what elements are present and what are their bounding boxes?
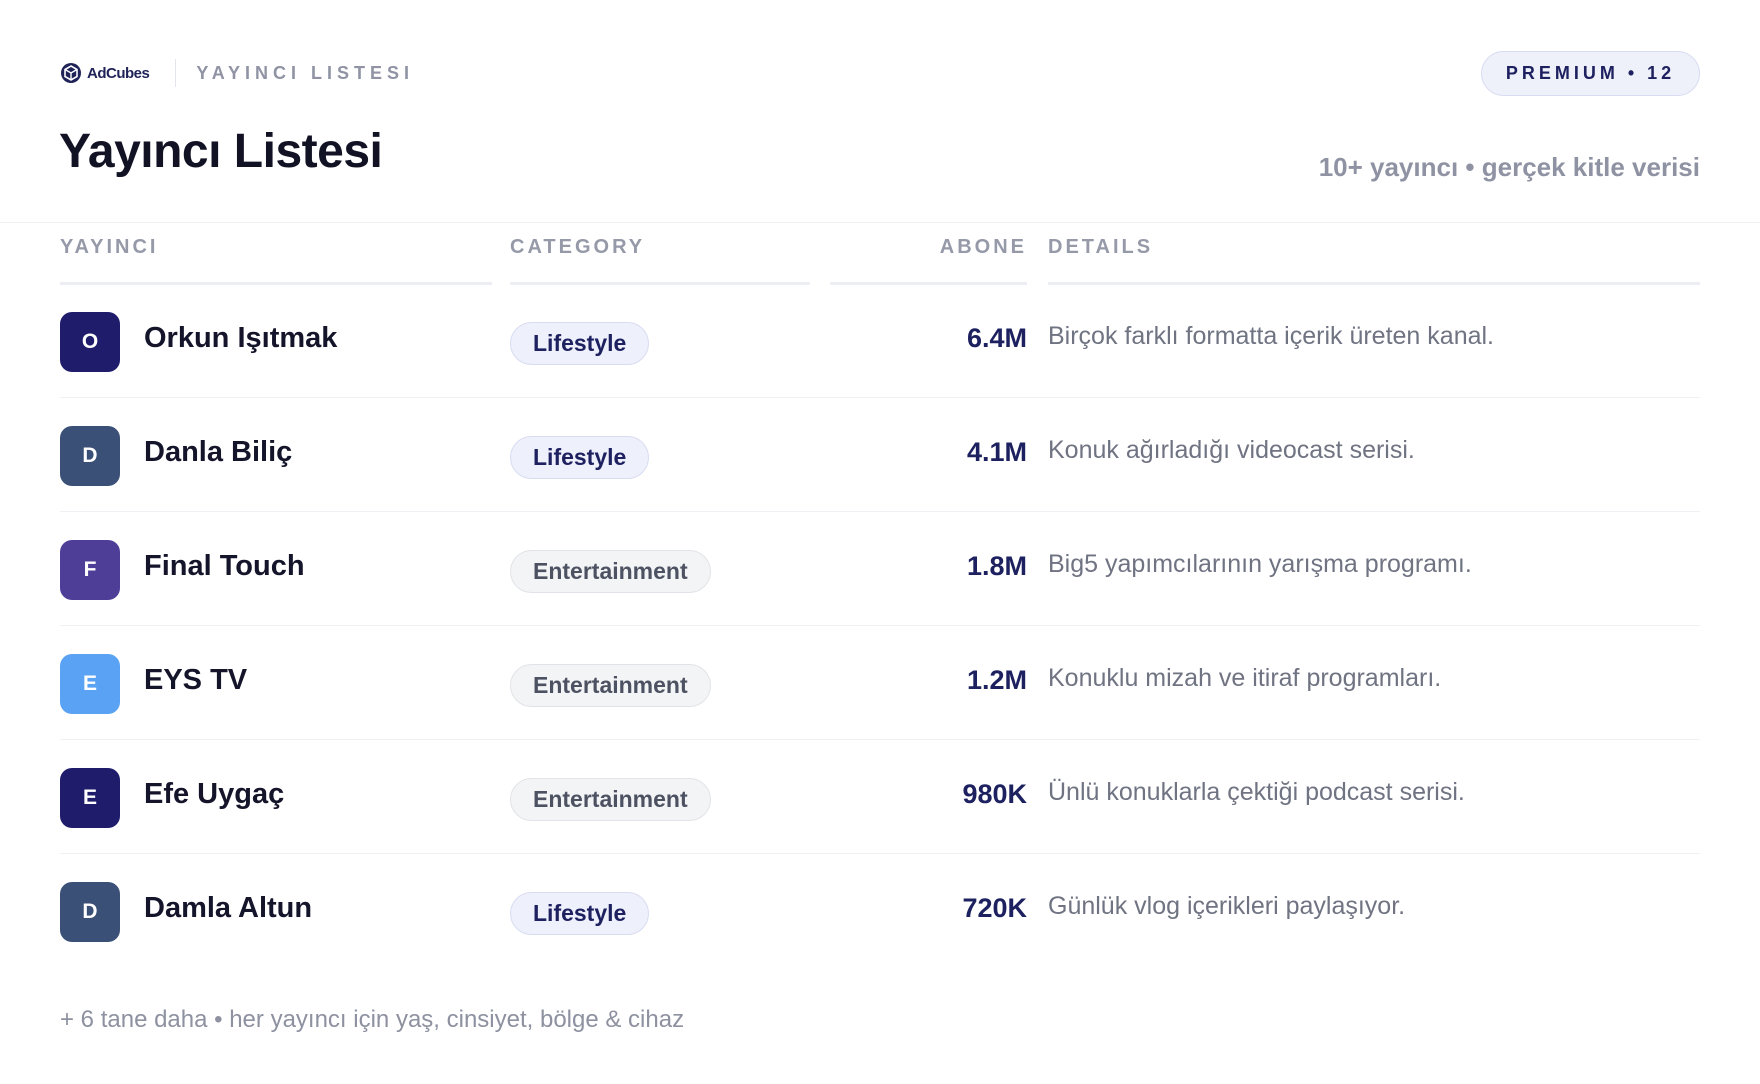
logo-text: AdCubes bbox=[87, 64, 150, 82]
publisher-name[interactable]: Efe Uygaç bbox=[144, 778, 285, 810]
publisher-name[interactable]: Damla Altun bbox=[144, 892, 313, 924]
publisher-details: Günlük vlog içerikleri paylaşıyor. bbox=[1048, 892, 1406, 920]
subscriber-count: 4.1M bbox=[966, 437, 1027, 467]
avatar: O bbox=[60, 312, 120, 372]
column-underline bbox=[1048, 282, 1700, 285]
category-badge: Entertainment bbox=[510, 778, 711, 821]
publisher-table: O Orkun Işıtmak Lifestyle 6.4M Birçok fa… bbox=[60, 284, 1700, 968]
table-row[interactable]: D Danla Biliç Lifestyle 4.1M Konuk ağırl… bbox=[60, 398, 1700, 512]
column-header-publisher[interactable]: YAYINCI bbox=[60, 236, 159, 258]
publisher-details: Ünlü konuklarla çektiği podcast serisi. bbox=[1048, 778, 1465, 806]
avatar: E bbox=[60, 768, 120, 828]
publisher-details: Konuklu mizah ve itiraf programları. bbox=[1048, 664, 1442, 692]
column-underline bbox=[60, 282, 492, 285]
table-row[interactable]: O Orkun Işıtmak Lifestyle 6.4M Birçok fa… bbox=[60, 284, 1700, 398]
subscriber-count: 6.4M bbox=[966, 323, 1027, 353]
brand-divider bbox=[175, 59, 177, 87]
category-badge: Entertainment bbox=[510, 664, 711, 707]
column-header-subscribers[interactable]: ABONE bbox=[939, 236, 1027, 258]
table-row[interactable]: E Efe Uygaç Entertainment 980K Ünlü konu… bbox=[60, 740, 1700, 854]
table-row[interactable]: D Damla Altun Lifestyle 720K Günlük vlog… bbox=[60, 854, 1700, 968]
table-header: YAYINCI CATEGORY ABONE DETAILS bbox=[60, 224, 1700, 285]
subscriber-count: 1.8M bbox=[966, 551, 1027, 581]
column-underline bbox=[830, 282, 1027, 285]
avatar: F bbox=[60, 540, 120, 600]
avatar: D bbox=[60, 882, 120, 942]
cube-logo-icon bbox=[61, 63, 81, 83]
table-row[interactable]: F Final Touch Entertainment 1.8M Big5 ya… bbox=[60, 512, 1700, 626]
publisher-details: Birçok farklı formatta içerik üreten kan… bbox=[1048, 322, 1494, 350]
category-badge: Lifestyle bbox=[510, 436, 650, 479]
subscriber-count: 980K bbox=[962, 779, 1027, 809]
logo[interactable]: AdCubes bbox=[60, 62, 150, 84]
publisher-name[interactable]: Final Touch bbox=[144, 550, 305, 582]
page-title: Yayıncı Listesi bbox=[59, 125, 383, 178]
category-badge: Entertainment bbox=[510, 550, 711, 593]
brand-row: AdCubes YAYINCI LISTESI bbox=[60, 50, 414, 96]
publisher-details: Big5 yapımcılarının yarışma programı. bbox=[1048, 550, 1472, 578]
eyebrow-label: YAYINCI LISTESI bbox=[196, 62, 415, 83]
column-underline bbox=[510, 282, 810, 285]
premium-badge: PREMIUM • 12 bbox=[1481, 51, 1700, 96]
header-divider bbox=[0, 222, 1760, 223]
publisher-name[interactable]: Orkun Işıtmak bbox=[144, 322, 338, 354]
category-badge: Lifestyle bbox=[510, 322, 650, 365]
page-subtitle: 10+ yayıncı • gerçek kitle verisi bbox=[1318, 152, 1700, 182]
footer-note: + 6 tane daha • her yayıncı için yaş, ci… bbox=[60, 1006, 685, 1033]
avatar: E bbox=[60, 654, 120, 714]
subscriber-count: 1.2M bbox=[966, 665, 1027, 695]
column-header-category[interactable]: CATEGORY bbox=[510, 236, 646, 258]
avatar: D bbox=[60, 426, 120, 486]
publisher-details: Konuk ağırladığı videocast serisi. bbox=[1048, 436, 1415, 464]
table-row[interactable]: E EYS TV Entertainment 1.2M Konuklu miza… bbox=[60, 626, 1700, 740]
publisher-name[interactable]: EYS TV bbox=[144, 664, 248, 696]
publisher-name[interactable]: Danla Biliç bbox=[144, 436, 293, 468]
category-badge: Lifestyle bbox=[510, 892, 650, 935]
subscriber-count: 720K bbox=[962, 893, 1027, 923]
column-header-details[interactable]: DETAILS bbox=[1048, 236, 1154, 258]
